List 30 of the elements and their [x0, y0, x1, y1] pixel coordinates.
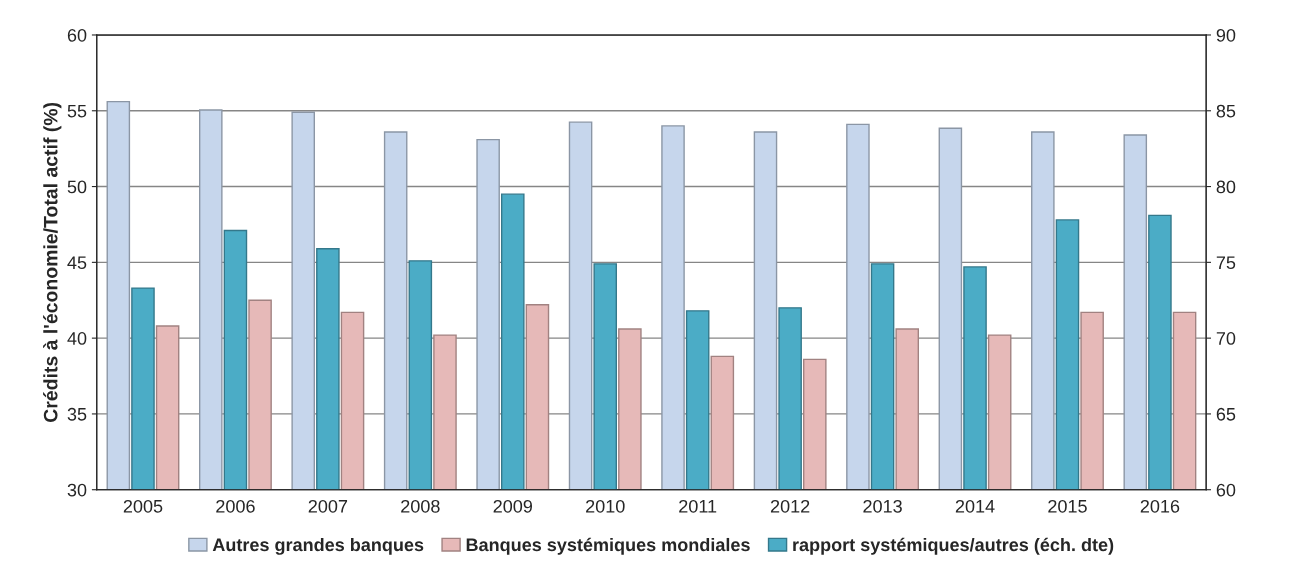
y-tick-label: 60: [67, 28, 87, 42]
y-tick-label: 50: [67, 180, 87, 194]
legend-label: Banques systémiques mondiales: [466, 537, 750, 555]
y-tick-label: 45: [67, 256, 87, 270]
x-tick-label: 2010: [586, 499, 625, 513]
y2-tick-label: 80: [1216, 180, 1236, 194]
y2-tick-label: 90: [1216, 28, 1236, 42]
x-tick-label: 2006: [216, 499, 255, 513]
x-tick-label: 2013: [863, 499, 902, 513]
y-tick-label: 40: [67, 332, 87, 345]
y2-tick-label: 85: [1216, 104, 1236, 118]
x-tick-label: 2015: [1048, 499, 1087, 513]
y2-tick-label: 70: [1216, 332, 1236, 345]
x-tick-label: 2016: [1140, 499, 1180, 513]
x-tick-label: 2007: [308, 499, 348, 513]
y-tick-label: 35: [67, 407, 87, 421]
x-tick-label: 2008: [401, 499, 440, 513]
y-tick-label: 30: [67, 483, 87, 497]
x-tick-label: 2009: [493, 499, 532, 513]
legend-label: Autres grandes banques: [212, 537, 424, 555]
y-axis-title: Crédits à l'économie/Total actif (%): [43, 102, 62, 422]
x-tick-label: 2005: [123, 499, 163, 513]
x-tick-label: 2014: [955, 499, 995, 513]
y2-tick-label: 65: [1216, 407, 1236, 421]
y-tick-label: 55: [67, 104, 87, 118]
x-tick-label: 2011: [679, 499, 717, 513]
y2-tick-label: 60: [1216, 483, 1236, 497]
x-tick-label: 2012: [770, 499, 810, 513]
legend-label: rapport systémiques/autres (éch. dte): [793, 537, 1114, 555]
y2-tick-label: 75: [1216, 256, 1236, 270]
